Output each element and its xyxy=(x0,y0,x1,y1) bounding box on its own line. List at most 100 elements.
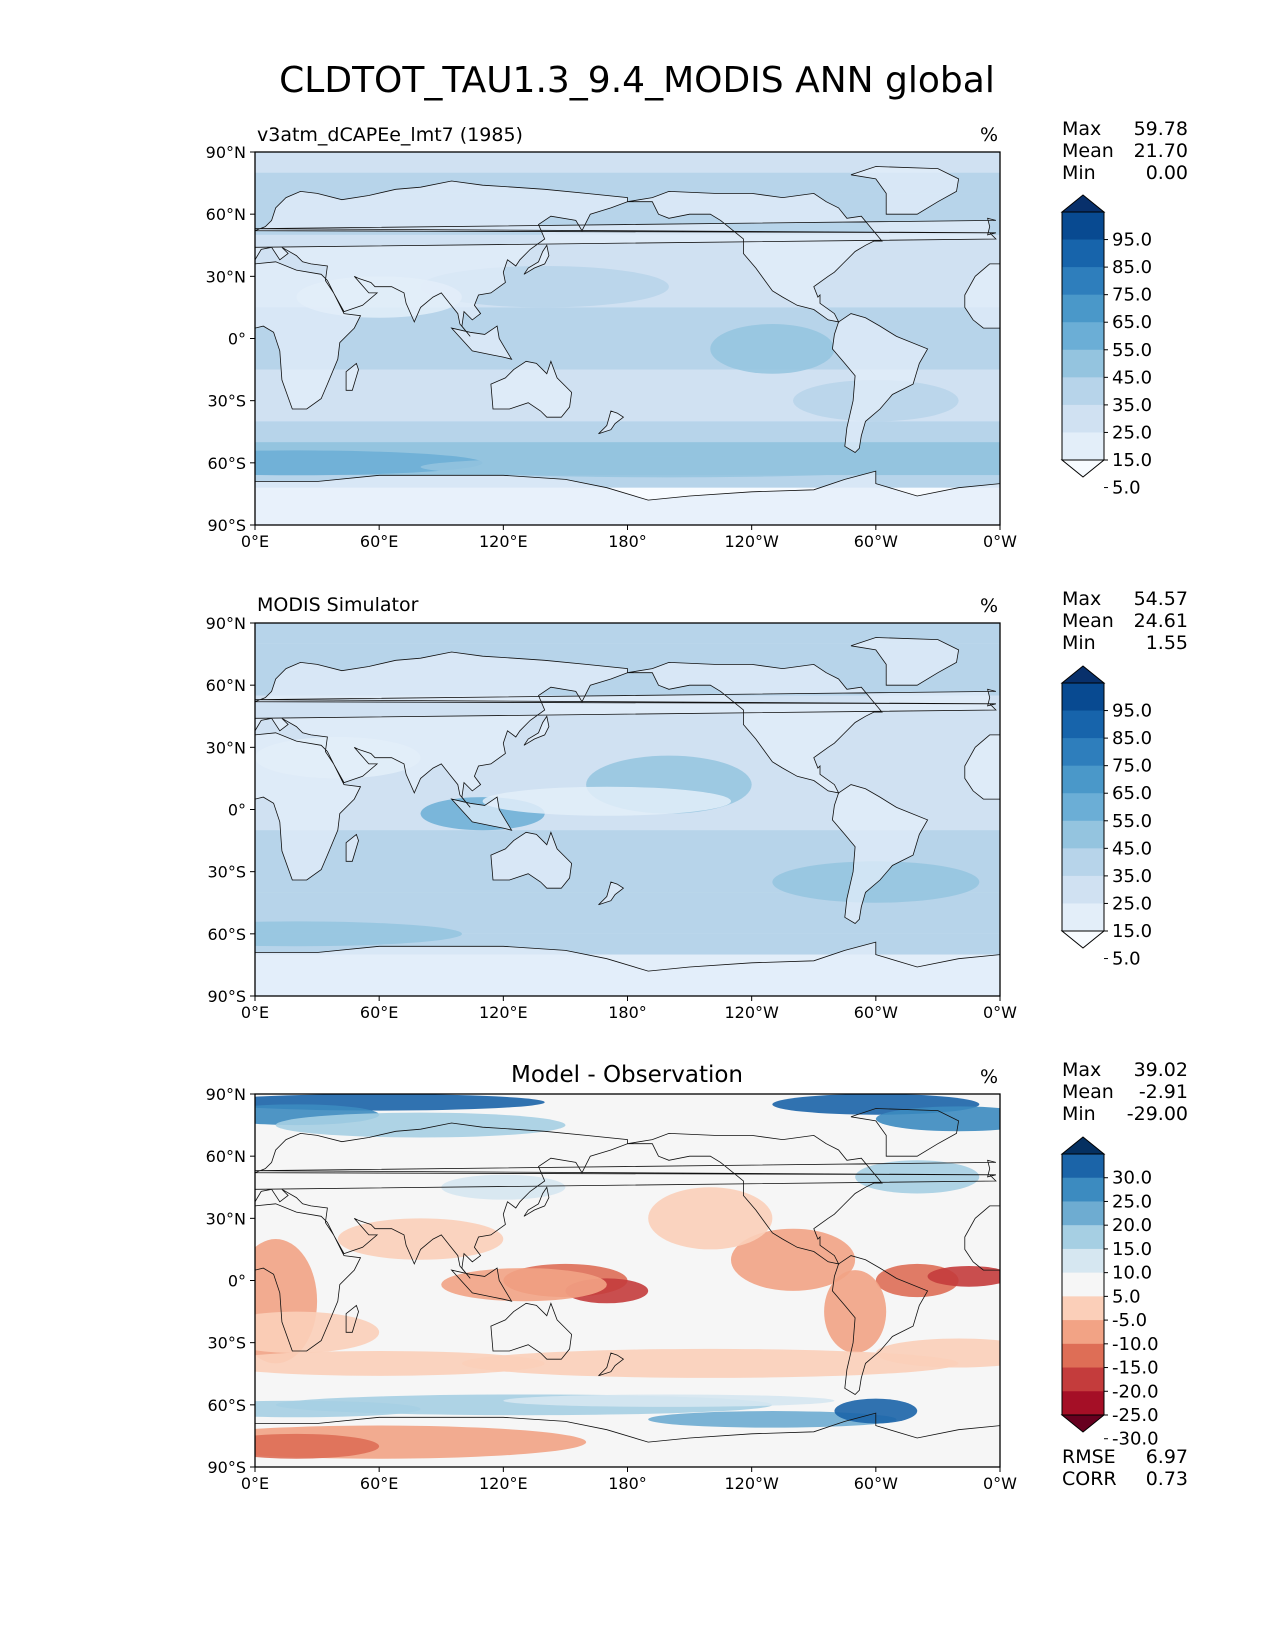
colorbar: 95.0 85.0 75.0 65.0 55.0 45.0 35.0 25.0 15.0 5.0 xyxy=(1060,665,1152,970)
x-tick-label: 0°W xyxy=(983,1474,1017,1493)
colorbar-tick-label: 5.0 xyxy=(1112,478,1141,499)
cloud-band xyxy=(255,421,1000,443)
stat-mean-value: -2.91 xyxy=(1139,1081,1188,1103)
colorbar-segment xyxy=(1062,294,1104,323)
colorbar-frame xyxy=(1061,211,1105,461)
anomaly-patch xyxy=(648,1187,773,1250)
anomaly-patch xyxy=(855,1160,980,1194)
stat-rmse-label: RMSE xyxy=(1062,1446,1116,1468)
panel-title-left: v3atm_dCAPEe_lmt7 (1985) xyxy=(257,124,523,146)
cloud-band xyxy=(255,623,1000,644)
stat-max-value: 54.57 xyxy=(1134,588,1188,610)
panel-observation: MODIS Simulator % 0°E 60°E 120°E 180° 120°W 6… xyxy=(206,588,1188,1022)
y-tick-label: 60°S xyxy=(207,925,246,944)
y-tick-label: 90°S xyxy=(207,1458,246,1477)
colorbar-segment xyxy=(1062,267,1104,296)
stat-max-label: Max xyxy=(1062,118,1101,140)
stat-max-label: Max xyxy=(1062,1059,1101,1081)
anomaly-patch xyxy=(461,1348,959,1378)
y-tick-label: 90°N xyxy=(206,1085,246,1104)
map-field-difference xyxy=(255,1094,1000,1467)
anomaly-patch xyxy=(834,1398,918,1424)
panel-title-left: MODIS Simulator xyxy=(257,594,419,616)
coastlines xyxy=(255,166,1000,525)
x-tick-label: 0°E xyxy=(241,1474,269,1493)
colorbar-tick-label: 15.0 xyxy=(1112,921,1152,942)
colorbar-tick-label: 25.0 xyxy=(1112,893,1152,914)
stat-mean-label: Mean xyxy=(1062,1081,1114,1103)
colorbar-tick-label: 65.0 xyxy=(1112,312,1152,333)
colorbar-tick-label: -30.0 xyxy=(1112,1429,1159,1450)
anomaly-patch xyxy=(255,1400,421,1418)
y-tick-label: 0° xyxy=(228,801,246,820)
map-field-observation xyxy=(255,623,1000,996)
x-tick-label: 0°E xyxy=(241,532,269,551)
colorbar-segment xyxy=(1062,820,1104,849)
stat-max-value: 39.02 xyxy=(1134,1059,1188,1081)
x-tick-label: 60°W xyxy=(854,532,898,551)
colorbar-extend-min xyxy=(1060,930,1106,949)
colorbar-tick-label: 45.0 xyxy=(1112,367,1152,388)
x-tick-label: 60°W xyxy=(854,1003,898,1022)
colorbar-extend-max xyxy=(1060,1136,1106,1155)
colorbar-segment xyxy=(1062,765,1104,794)
x-tick-label: 60°E xyxy=(360,1003,398,1022)
colorbar-tick-label: 35.0 xyxy=(1112,866,1152,887)
colorbar-segment xyxy=(1062,1177,1104,1202)
anomaly-patch xyxy=(824,1270,887,1354)
colorbar-segment xyxy=(1062,683,1104,712)
stat-rmse-value: 6.97 xyxy=(1146,1446,1188,1468)
anomaly-patch xyxy=(441,1174,566,1200)
y-tick-label: 60°S xyxy=(207,1396,246,1415)
anomaly-patch xyxy=(648,1411,897,1428)
colorbar-tick-label: 35.0 xyxy=(1112,395,1152,416)
colorbar-segment xyxy=(1062,1391,1104,1416)
colorbar-tick-label: -20.0 xyxy=(1112,1381,1159,1402)
stat-corr-value: 0.73 xyxy=(1146,1468,1188,1490)
stat-min-label: Min xyxy=(1062,162,1096,184)
colorbar-tick-label: 25.0 xyxy=(1112,422,1152,443)
colorbar-tick-label: 10.0 xyxy=(1112,1263,1152,1284)
colorbar-tick-label: 45.0 xyxy=(1112,838,1152,859)
coastlines xyxy=(255,637,1000,996)
colorbar-segment xyxy=(1062,239,1104,268)
x-tick-label: 180° xyxy=(608,1003,647,1022)
colorbar-segment xyxy=(1062,212,1104,241)
anomaly-patch xyxy=(255,1433,380,1459)
colorbar-extend-min xyxy=(1060,1414,1106,1433)
y-tick-label: 0° xyxy=(228,1272,246,1291)
y-tick-label: 30°S xyxy=(207,1334,246,1353)
colorbar-tick-label: 75.0 xyxy=(1112,285,1152,306)
colorbar-segment xyxy=(1062,404,1104,433)
x-tick-label: 60°E xyxy=(360,1474,398,1493)
colorbar-segment xyxy=(1062,322,1104,351)
colorbar-segment xyxy=(1062,1272,1104,1297)
colorbar-segment xyxy=(1062,1343,1104,1369)
colorbar-tick-label: 30.0 xyxy=(1112,1168,1152,1189)
y-tick-label: 60°S xyxy=(207,454,246,473)
colorbar: 30.025.0 20.0 15.0 10.05.0 -5.0 -10.0 -15.0-20… xyxy=(1060,1136,1159,1450)
colorbar-segment xyxy=(1062,903,1104,932)
x-tick-label: 0°W xyxy=(983,532,1017,551)
x-tick-label: 60°W xyxy=(854,1474,898,1493)
anomaly-patch xyxy=(255,1425,587,1459)
y-tick-label: 30°N xyxy=(206,1209,246,1228)
colorbar-segment xyxy=(1062,710,1104,739)
coastlines xyxy=(255,1108,1000,1467)
colorbar-segment xyxy=(1062,848,1104,877)
colorbar-tick-label: 65.0 xyxy=(1112,783,1152,804)
colorbar-segment xyxy=(1062,432,1104,461)
x-tick-label: 0°W xyxy=(983,1003,1017,1022)
x-tick-label: 120°W xyxy=(724,1474,779,1493)
stat-min-label: Min xyxy=(1062,1103,1096,1125)
colorbar-segment xyxy=(1062,377,1104,406)
x-tick-label: 60°E xyxy=(360,532,398,551)
y-tick-label: 0° xyxy=(228,330,246,349)
map-field-model xyxy=(255,152,1000,525)
map-axes: 0°E 60°E 120°E 180° 120°W 60°W 0°W 90°N 60°N 30°N… xyxy=(206,143,1018,551)
x-tick-label: 120°E xyxy=(479,1003,528,1022)
colorbar-tick-label: 85.0 xyxy=(1112,257,1152,278)
anomaly-patch xyxy=(730,1228,856,1291)
stats-block: Max 54.57 Mean 24.61 Min 1.55 xyxy=(1062,588,1188,654)
stats-block: Max 39.02 Mean -2.91 Min -29.00 xyxy=(1062,1059,1188,1125)
